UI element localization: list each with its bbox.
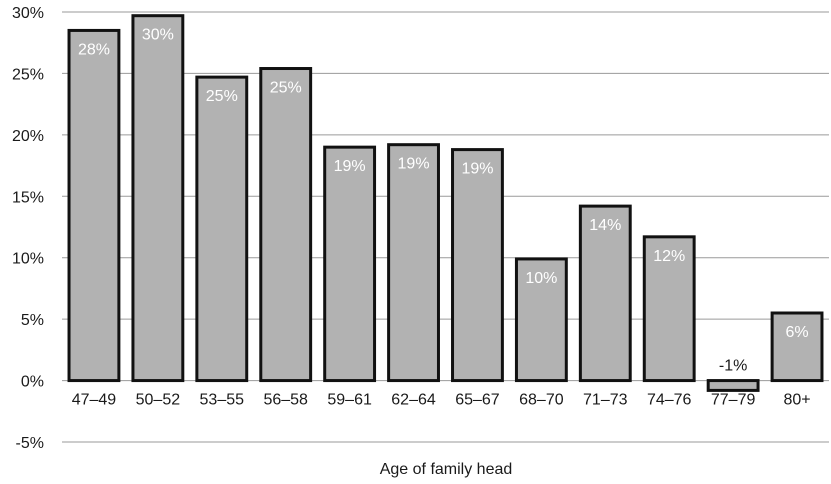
y-tick-label: 15%: [12, 189, 44, 206]
y-tick-label: -5%: [16, 435, 44, 452]
gridlines: [62, 11, 829, 443]
x-category-label: 56–58: [263, 392, 308, 409]
data-label: 28%: [78, 41, 110, 58]
data-label: 12%: [653, 248, 685, 265]
data-label: 10%: [525, 270, 557, 287]
y-tick-label: 30%: [12, 5, 44, 22]
data-label: 19%: [334, 158, 366, 175]
x-category-label: 65–67: [455, 392, 500, 409]
bar-56–58: [259, 67, 313, 383]
data-labels: 28% 30% 25% 25% 19% 19% 19% 10% 14% 12% -1% 6%: [78, 27, 809, 375]
data-label: 6%: [785, 324, 808, 341]
data-label: 19%: [461, 161, 493, 178]
x-category-label: 47–49: [72, 392, 117, 409]
bars: [67, 14, 824, 392]
bar-59–61: [323, 145, 377, 383]
x-category-label: 80+: [783, 392, 810, 409]
bar-65–67: [451, 148, 504, 383]
bar-62–64: [387, 143, 440, 383]
x-category-label: 74–76: [647, 392, 692, 409]
data-label: -1%: [719, 358, 747, 375]
bar-80+: [770, 311, 824, 383]
y-tick-label: 0%: [21, 374, 44, 391]
y-tick-label: 20%: [12, 128, 44, 145]
y-tick-label: 5%: [21, 312, 44, 329]
bar-74–76: [642, 235, 696, 383]
bar-68–70: [514, 257, 568, 383]
x-category-label: 59–61: [327, 392, 372, 409]
x-axis-title: Age of family head: [380, 461, 513, 478]
bar-50–52: [131, 14, 185, 383]
x-category-label: 50–52: [136, 392, 181, 409]
bar-71–73: [578, 204, 632, 383]
x-category-label: 62–64: [391, 392, 436, 409]
bar-47–49: [67, 28, 121, 383]
data-label: 14%: [589, 217, 621, 234]
x-category-label: 77–79: [711, 392, 756, 409]
x-category-label: 53–55: [200, 392, 245, 409]
x-axis-category-labels: 47–49 50–52 53–55 56–58 59–61 62–64 65–67 68–70…: [72, 392, 811, 409]
data-label: 25%: [270, 80, 302, 97]
x-category-label: 68–70: [519, 392, 564, 409]
y-tick-label: 10%: [12, 251, 44, 268]
data-label: 25%: [206, 88, 238, 105]
data-label: 30%: [142, 27, 174, 44]
bar-53–55: [195, 75, 249, 383]
data-label: 19%: [398, 156, 430, 173]
x-category-label: 71–73: [583, 392, 628, 409]
y-axis-tick-labels: -5% 0% 5% 10% 15% 20% 25% 30%: [12, 5, 44, 452]
y-tick-label: 25%: [12, 66, 44, 83]
bar-77–79: [706, 379, 760, 392]
